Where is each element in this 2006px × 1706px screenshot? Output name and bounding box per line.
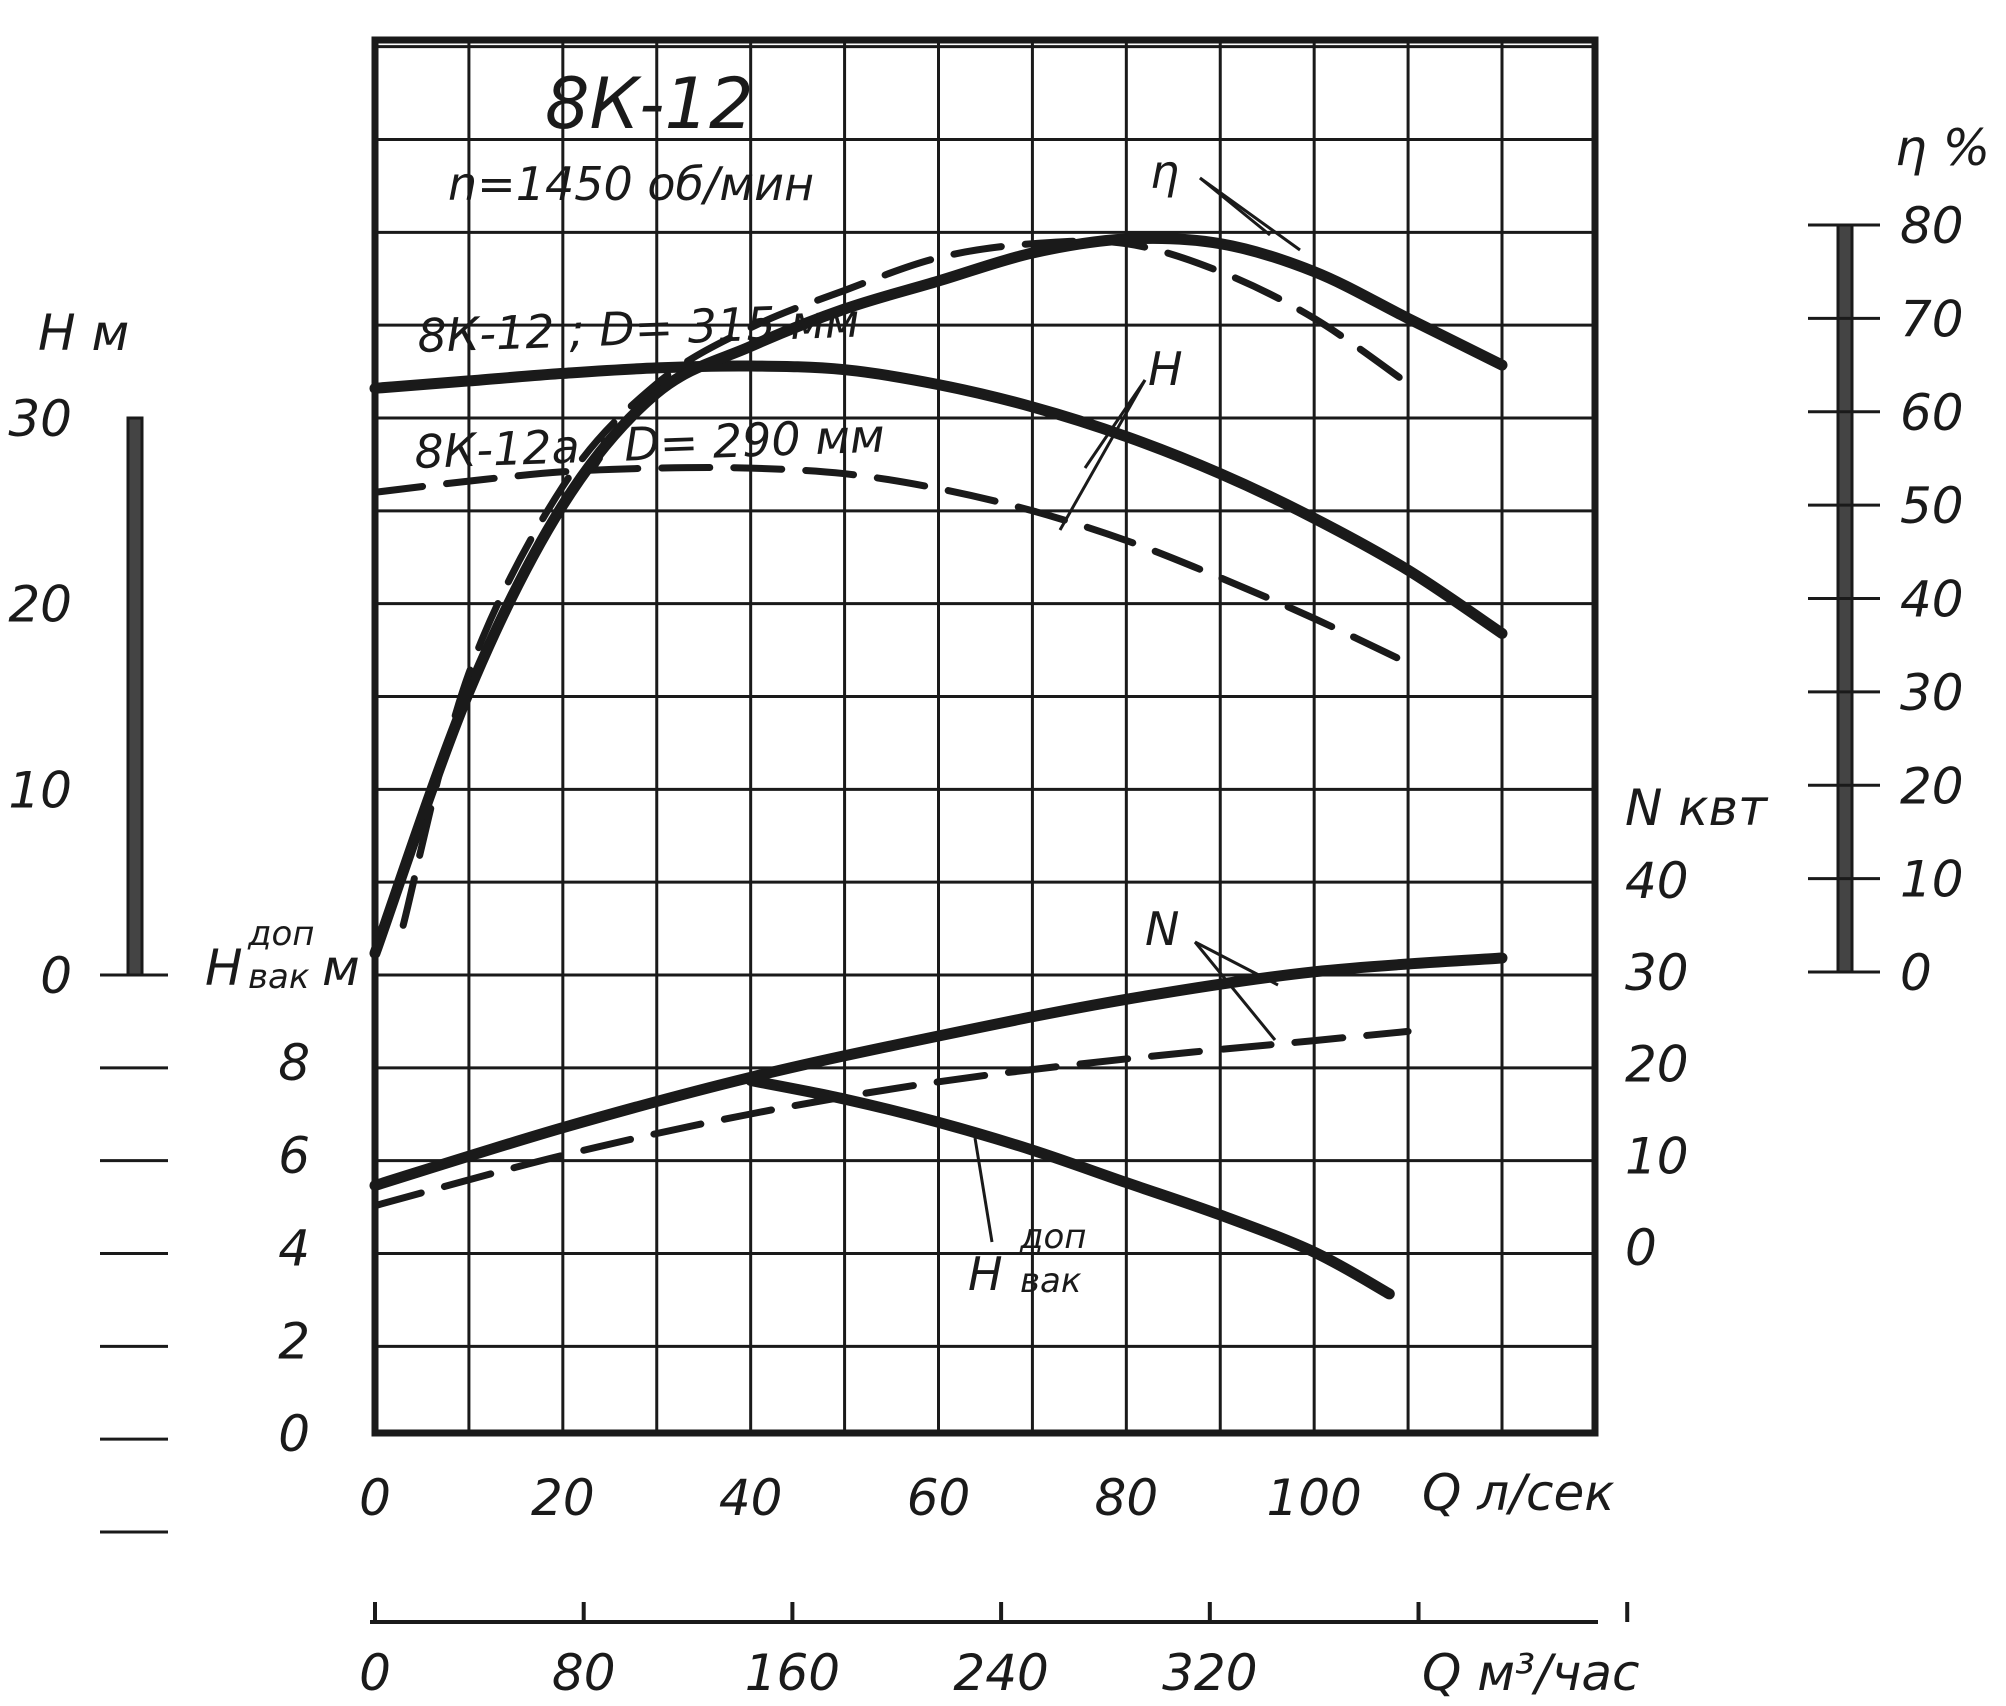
head-scale-bar [126,416,144,977]
efficiency-tick-label: 20 [1900,757,1964,815]
x2-tick-label: 160 [745,1644,840,1702]
head-tick-label: 30 [8,390,72,448]
label-eta: η [1150,145,1179,199]
efficiency-tick-label: 60 [1900,384,1964,442]
x-tick-label: 100 [1266,1469,1361,1527]
label-vacuum-main: H [968,1247,1003,1301]
efficiency-axis-label: η % [1895,119,1990,177]
x-axis-label: Q л/сек [1422,1464,1615,1522]
x-tick-label: 0 [359,1469,391,1527]
vacuum-tick-label: 2 [278,1312,310,1370]
vacuum-tick-label: 0 [278,1405,310,1463]
head-tick-label: 10 [8,761,72,819]
series-line-head-solid [369,360,1508,639]
vacuum-tick-label: 8 [278,1034,310,1092]
x2-axis-label: Q м³/час [1422,1644,1640,1702]
head-axis-label: H м [38,304,129,362]
power-tick-label: 20 [1625,1036,1689,1094]
vacuum-tick-label: 4 [278,1220,310,1278]
label-power: N [1145,902,1179,956]
label-leader-line [1193,941,1277,1041]
power-tick-label: 10 [1625,1127,1689,1185]
x-tick-label: 80 [1095,1469,1159,1527]
grid [371,36,1599,1437]
head-tick-label: 20 [8,576,72,634]
efficiency-tick-label: 40 [1900,571,1964,629]
plot-frame [371,36,1599,1437]
vacuum-axis-label-unit: м [322,939,360,997]
label-vacuum-sub: вак [1020,1261,1082,1301]
vacuum-tick-label: 6 [278,1127,310,1185]
series-line-efficiency-dashed [399,237,1412,929]
vacuum-axis-label-sub: вак [248,957,310,997]
label-d315: 8К-12 ; D= 315 мм [416,294,860,363]
x-tick-label: 40 [719,1469,783,1527]
chart-subtitle: n=1450 об/мин [448,157,814,211]
series-line-head-dashed [371,464,1412,667]
series-line-vacuum-solid [745,1075,1395,1300]
series-line-power-solid [369,952,1508,1191]
power-tick-label: 40 [1625,852,1689,910]
label-leader-line [973,1137,994,1243]
label-head: H [1148,342,1183,396]
label-leader-line [1058,379,1147,531]
x-tick-label: 20 [531,1469,595,1527]
efficiency-tick-label: 70 [1900,290,1964,348]
efficiency-tick-label: 30 [1900,664,1964,722]
label-leader-line [1194,940,1279,987]
efficiency-tick-label: 0 [1900,944,1932,1002]
power-tick-label: 0 [1625,1219,1657,1277]
power-tick-label: 30 [1625,944,1689,1002]
efficiency-tick-label: 80 [1900,197,1964,255]
x2-tick-label: 80 [552,1644,616,1702]
x2-tick-label: 0 [359,1644,391,1702]
x-tick-label: 60 [907,1469,971,1527]
curves [369,176,1508,1300]
series-line-efficiency-solid [369,232,1508,959]
vacuum-axis-label-sup: доп [247,914,315,954]
head-tick-label: 0 [40,947,72,1005]
series-line-power-dashed [371,1027,1412,1210]
efficiency-tick-label: 10 [1900,851,1964,909]
x2-tick-label: 320 [1162,1644,1257,1702]
chart-title: 8К-12 [545,63,754,145]
efficiency-tick-label: 50 [1900,477,1964,535]
label-leader-line [1199,176,1301,252]
labels: 8К-12 n=1450 об/мин 8К-12 ; D= 315 мм 8К… [38,63,1990,1702]
vacuum-axis-label-main: H [205,939,243,997]
power-axis-label: N квт [1625,779,1769,837]
label-vacuum-sup: доп [1019,1217,1087,1257]
x2-tick-label: 240 [953,1644,1048,1702]
